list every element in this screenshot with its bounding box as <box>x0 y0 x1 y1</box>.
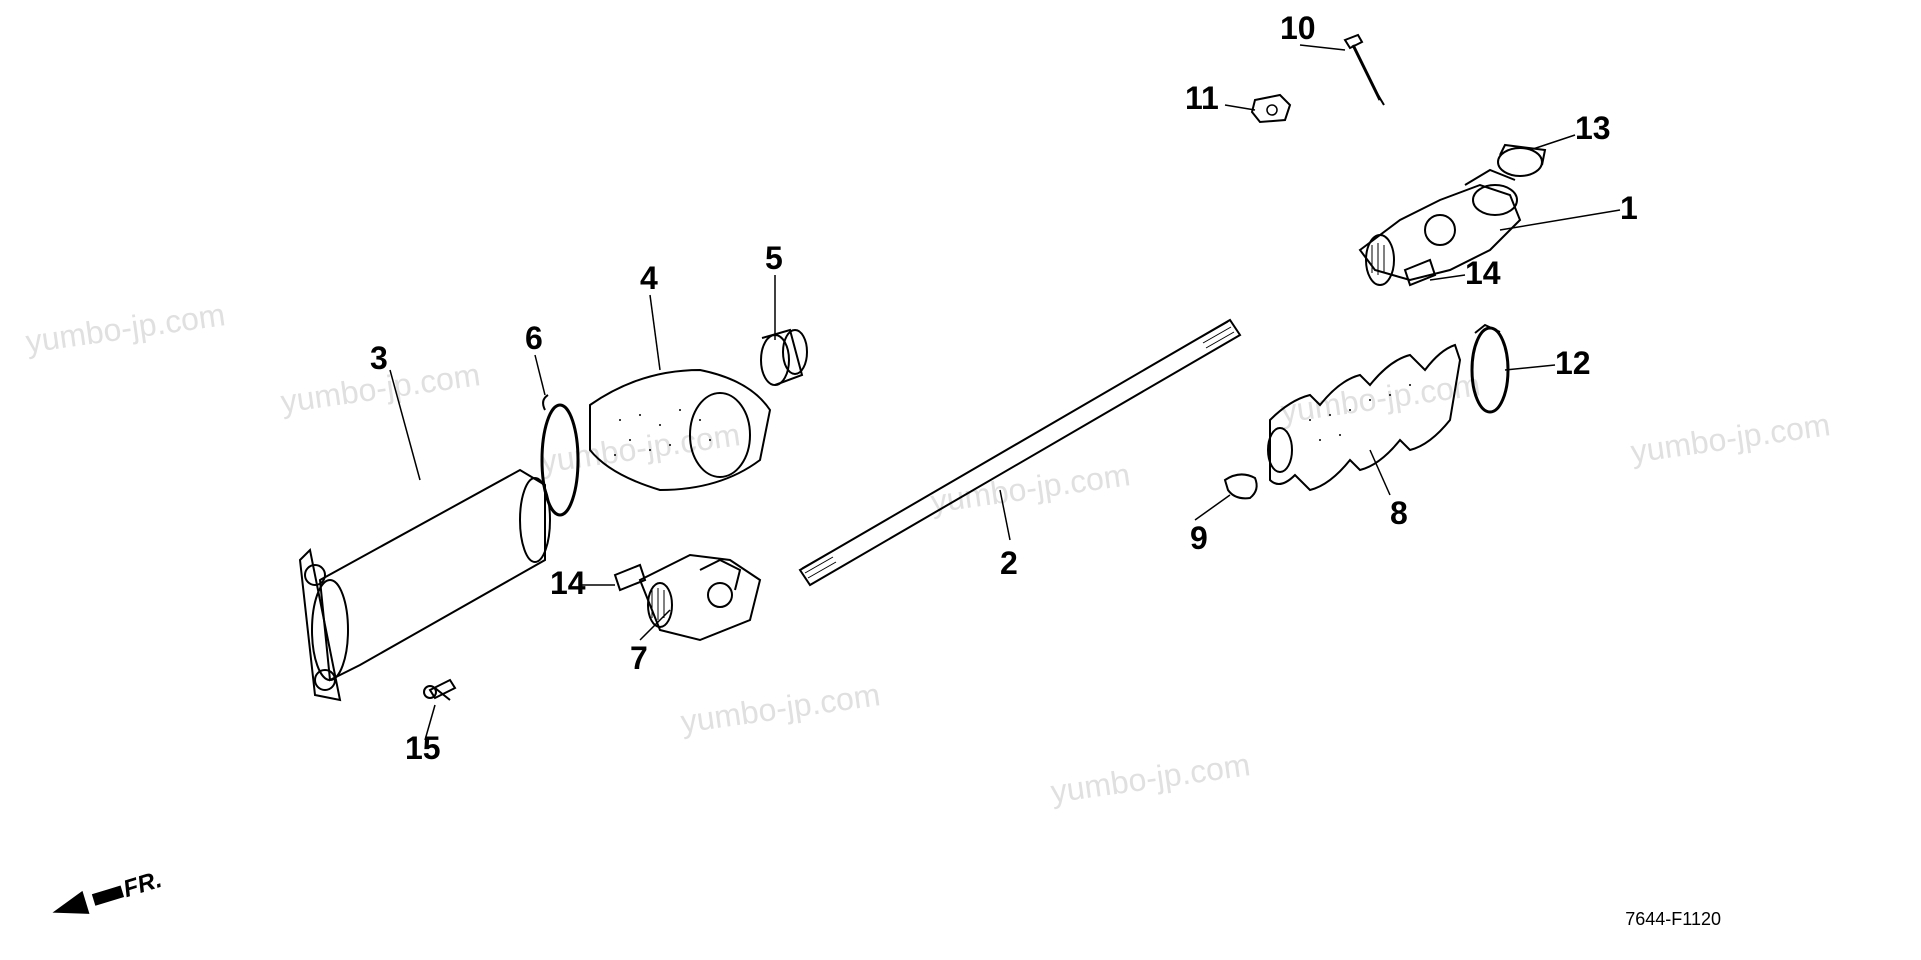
parts-diagram-svg <box>0 0 1921 960</box>
arrow-tail <box>92 886 124 906</box>
part-6-ring <box>542 395 578 515</box>
part-2-shaft <box>800 320 1240 585</box>
part-13-cap <box>1498 145 1545 176</box>
part-11-lock-plate <box>1252 95 1290 122</box>
callout-14-left: 14 <box>550 565 586 602</box>
part-3-housing <box>300 470 550 700</box>
callout-15: 15 <box>405 730 441 767</box>
part-8-bellows <box>1268 345 1460 490</box>
part-10-bolt <box>1345 35 1384 105</box>
callout-3: 3 <box>370 340 388 377</box>
diagram-part-number: 7644-F1120 <box>1625 909 1721 930</box>
diagram-container: yumbo-jp.com yumbo-jp.com yumbo-jp.com y… <box>0 0 1921 960</box>
callout-9: 9 <box>1190 520 1208 557</box>
callout-14-right: 14 <box>1465 255 1501 292</box>
callout-10: 10 <box>1280 10 1316 47</box>
callout-6: 6 <box>525 320 543 357</box>
callout-5: 5 <box>765 240 783 277</box>
part-14-pin-left <box>615 565 645 590</box>
part-14-pin-right <box>1405 260 1435 285</box>
part-7-u-joint <box>640 555 760 640</box>
callout-4: 4 <box>640 260 658 297</box>
callout-12: 12 <box>1555 345 1591 382</box>
part-15-bolt <box>424 680 455 700</box>
callout-1: 1 <box>1620 190 1638 227</box>
part-4-boot <box>590 370 770 490</box>
callout-11: 11 <box>1185 80 1219 117</box>
callout-2: 2 <box>1000 545 1018 582</box>
callout-8: 8 <box>1390 495 1408 532</box>
callout-7: 7 <box>630 640 648 677</box>
callout-13: 13 <box>1575 110 1611 147</box>
part-12-ring <box>1472 325 1508 412</box>
part-5-bushing <box>761 330 807 385</box>
